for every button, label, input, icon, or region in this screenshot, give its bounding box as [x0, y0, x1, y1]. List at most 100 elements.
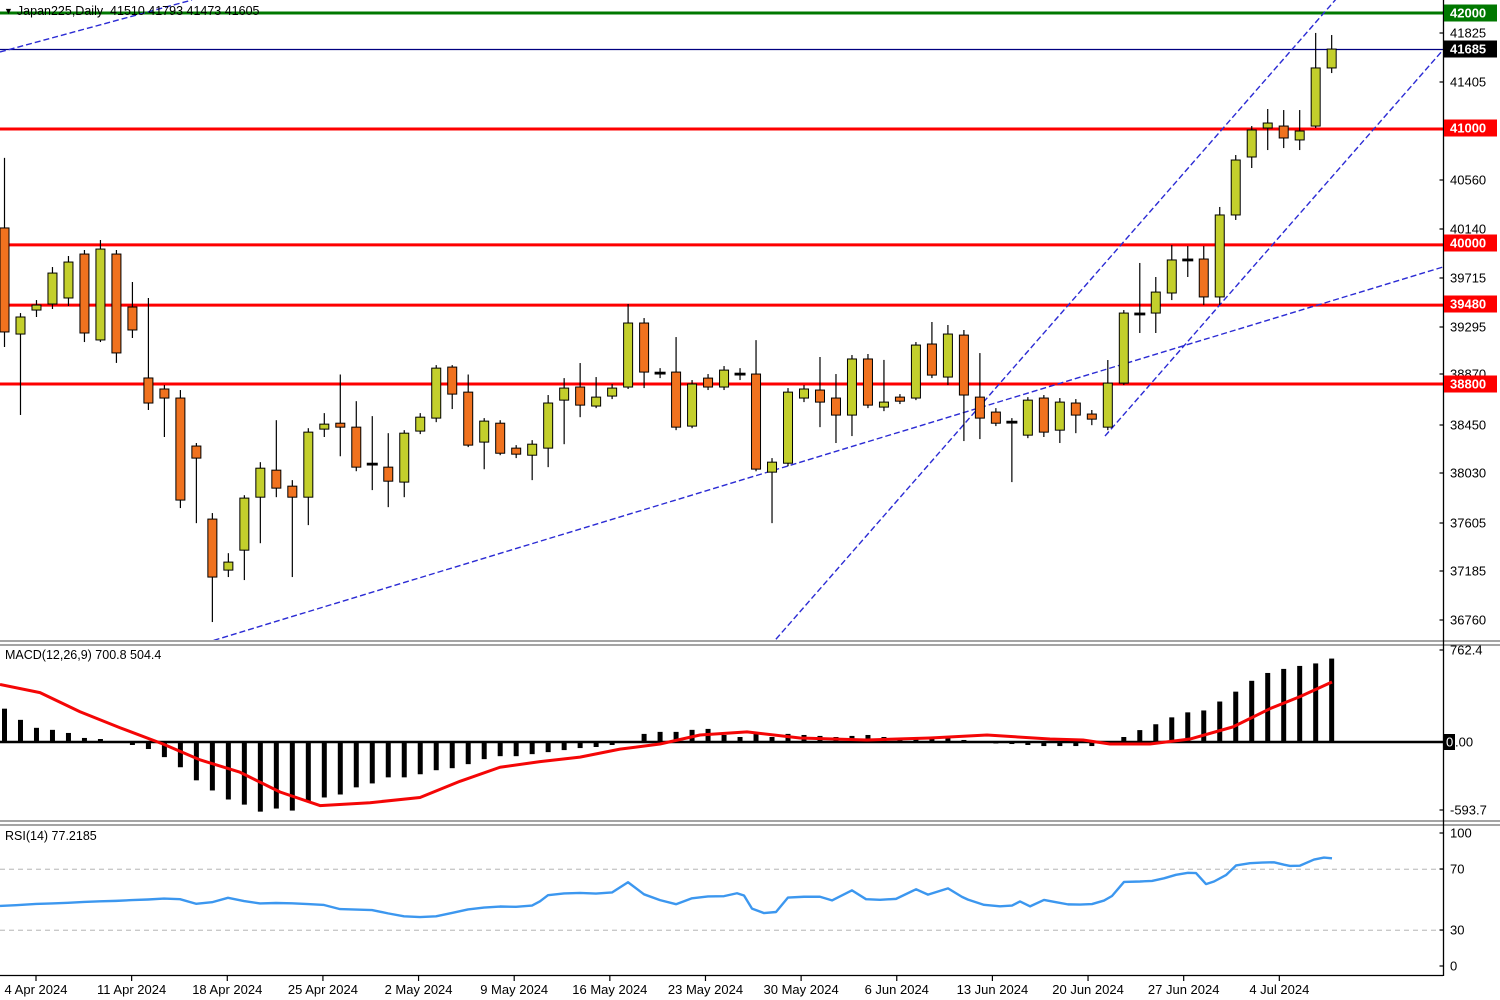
price-badge	[1444, 4, 1497, 22]
price-badge	[1444, 119, 1497, 137]
bear-candle	[974, 396, 985, 419]
bear-candle	[335, 422, 346, 428]
price-axis-label: 36760	[1450, 613, 1486, 628]
date-axis-label[interactable]: 20 Jun 2024	[1052, 982, 1124, 997]
symbol-ohlc-text: Japan225,Daily 41510 41793 41473 41605	[16, 4, 260, 18]
date-axis-label[interactable]: 11 Apr 2024	[97, 982, 166, 997]
macd-histogram-bar	[1281, 668, 1287, 742]
bear-candle	[1070, 402, 1081, 416]
macd-histogram-bar	[481, 742, 487, 760]
bear-candle	[287, 485, 298, 498]
macd-histogram-bar	[1073, 742, 1079, 747]
macd-histogram-bar	[769, 737, 775, 742]
bear-candle	[383, 466, 394, 482]
bear-candle	[894, 396, 905, 402]
macd-histogram-bar	[321, 742, 327, 798]
macd-panel	[0, 658, 1443, 812]
date-axis-label[interactable]: 2 May 2024	[385, 982, 453, 997]
macd-histogram-bar	[1313, 663, 1319, 742]
macd-indicator-label: MACD(12,26,9) 700.8 504.4	[5, 648, 162, 662]
bull-candle	[1166, 259, 1177, 294]
bull-candle	[1054, 401, 1065, 431]
symbol-dropdown-icon[interactable]: ▼	[4, 6, 13, 16]
bear-candle	[447, 366, 458, 395]
bull-candle	[1326, 48, 1337, 69]
macd-histogram-bar	[721, 734, 727, 742]
date-axis-label[interactable]: 23 May 2024	[668, 982, 743, 997]
macd-histogram-bar	[2, 708, 7, 742]
bear-candle	[79, 253, 90, 334]
macd-histogram-bar	[161, 742, 167, 758]
macd-histogram-bar	[1185, 712, 1191, 742]
trendline[interactable]	[770, 0, 1337, 646]
bull-candle	[319, 423, 330, 430]
macd-histogram-bar	[545, 742, 551, 753]
macd-histogram-bar	[945, 737, 951, 742]
macd-histogram-bar	[1137, 730, 1143, 742]
bear-candle	[958, 334, 969, 396]
macd-histogram-bar	[641, 733, 647, 742]
date-axis-label[interactable]: 4 Apr 2024	[5, 982, 68, 997]
macd-histogram-bar	[289, 742, 295, 811]
bear-candle	[0, 227, 10, 333]
date-axis-label[interactable]: 18 Apr 2024	[192, 982, 262, 997]
macd-histogram-bar	[433, 742, 439, 771]
bull-candle	[623, 322, 634, 388]
trendline[interactable]	[1104, 49, 1443, 437]
date-axis-label[interactable]: 16 May 2024	[572, 982, 647, 997]
date-axis-label[interactable]: 27 Jun 2024	[1148, 982, 1220, 997]
macd-histogram-bar	[561, 742, 567, 751]
bull-candle	[1022, 399, 1033, 436]
price-badge	[1444, 234, 1497, 252]
bear-candle	[495, 422, 506, 454]
macd-histogram-bar	[1169, 717, 1175, 742]
macd-histogram-bar	[673, 731, 679, 742]
macd-histogram-bar	[1249, 680, 1255, 742]
bull-candle	[479, 420, 490, 443]
date-axis-label[interactable]: 13 Jun 2024	[957, 982, 1029, 997]
date-axis-label[interactable]: 25 Apr 2024	[288, 982, 358, 997]
macd-zero-badge	[1444, 734, 1455, 750]
bear-candle	[990, 411, 1001, 424]
macd-histogram-bar	[1041, 742, 1047, 747]
bull-candle	[1246, 129, 1257, 158]
price-badge-label: 42000	[1450, 6, 1486, 21]
price-axis-label: 37605	[1450, 516, 1486, 531]
macd-histogram-bar	[961, 739, 967, 742]
macd-zero-badge-rest: .00	[1455, 735, 1473, 750]
bull-candle	[559, 387, 570, 401]
macd-histogram-bar	[193, 742, 199, 781]
macd-histogram-bar	[993, 742, 999, 744]
trendline[interactable]	[205, 266, 1443, 643]
bear-candle	[159, 388, 170, 399]
bear-candle	[862, 358, 873, 406]
macd-histogram-bar	[145, 742, 151, 750]
macd-histogram-bar	[177, 742, 183, 768]
bull-candle	[1310, 67, 1321, 127]
macd-histogram-bar	[33, 727, 39, 742]
date-axis-label[interactable]: 30 May 2024	[764, 982, 839, 997]
date-axis-label[interactable]: 4 Jul 2024	[1249, 982, 1309, 997]
price-axis-label: 40560	[1450, 173, 1486, 188]
date-axis-label[interactable]: 6 Jun 2024	[865, 982, 929, 997]
bear-candle	[703, 377, 714, 388]
rsi-panel	[0, 856, 1443, 931]
bear-candle	[1038, 397, 1049, 433]
macd-histogram-bar	[1089, 742, 1095, 747]
macd-histogram-bar	[737, 737, 743, 742]
trendline[interactable]	[0, 0, 193, 53]
price-badge-label: 40000	[1450, 236, 1486, 251]
price-badge-label: 41000	[1450, 121, 1486, 136]
bull-candle	[799, 388, 809, 399]
price-badge-label: 41685	[1450, 42, 1486, 57]
bull-candle	[415, 416, 426, 432]
doji-candle	[366, 462, 378, 466]
macd-histogram-bar	[753, 733, 759, 742]
date-axis-label[interactable]: 9 May 2024	[480, 982, 548, 997]
price-badge	[1444, 375, 1497, 393]
price-axis-label: 762.4	[1450, 643, 1483, 658]
macd-histogram-bar	[929, 737, 935, 742]
bull-candle	[31, 304, 42, 311]
